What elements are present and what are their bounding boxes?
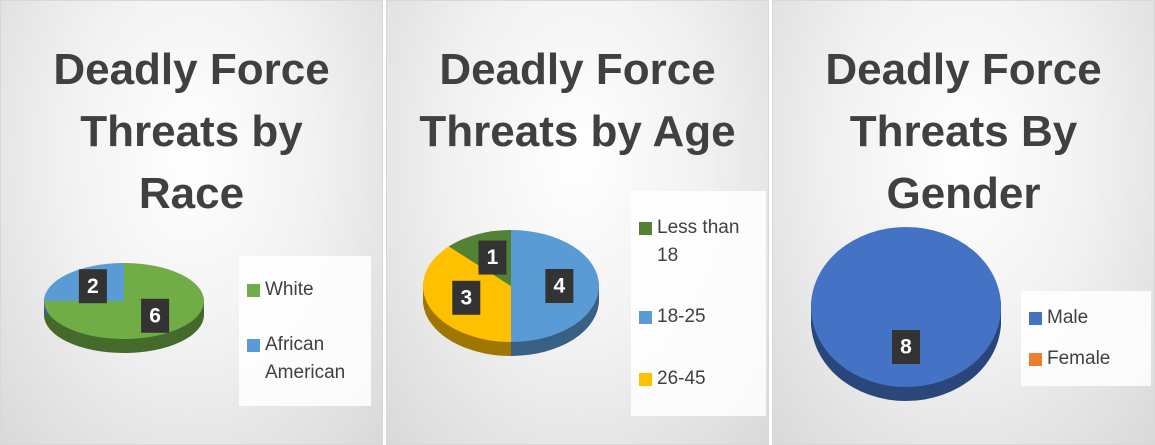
data-label-box (78, 269, 107, 304)
legend-label: Male (1047, 306, 1089, 328)
legend-label: Female (1047, 348, 1111, 370)
pie-chart: 62 (44, 263, 204, 353)
data-label: 4 (554, 275, 566, 298)
legend-label: 26-45 (657, 368, 706, 390)
legend-label: Less than 18 (657, 216, 740, 266)
chart-title: Deadly Force Threats by Race (53, 45, 330, 218)
legend-swatch (639, 221, 652, 235)
legend-entry: Less than 18 (639, 214, 758, 270)
legend-swatch (639, 311, 652, 325)
pie-chart: 8 (811, 227, 1001, 401)
data-label-box (545, 269, 574, 303)
chart-panel: Deadly Force Threats by Race 6 2 White Afric… (0, 0, 383, 445)
legend-swatch (247, 338, 260, 352)
legend-swatch (247, 283, 260, 297)
legend: Male Female (1021, 291, 1151, 386)
chart-panel: Deadly Force Threats By Gender 8 Male Femal… (772, 0, 1155, 445)
data-label: 6 (149, 304, 161, 327)
pie-chart: 1 4 3 (423, 230, 599, 356)
legend-swatch (639, 373, 652, 387)
legend-entry: Male (1029, 304, 1143, 332)
chart-title: Deadly Force Threats by Age (419, 45, 736, 156)
legend-entry: 18-25 (639, 303, 758, 331)
data-label-box (892, 330, 920, 364)
legend: Less than 18 18-25 26-45 (631, 191, 766, 416)
data-label-box (141, 298, 170, 333)
chart-panel: Deadly Force Threats by Age 1 4 3 Less than … (386, 0, 769, 445)
legend: White African American (239, 256, 371, 406)
data-label-box (478, 240, 507, 275)
legend-label: 18-25 (657, 306, 706, 328)
legend-swatch (1029, 353, 1042, 367)
chart-title: Deadly Force Threats By Gender (825, 45, 1102, 218)
slice (811, 227, 1001, 387)
legend-entry: Female (1029, 345, 1143, 373)
legend-swatch (1029, 311, 1042, 325)
legend-label: African American (265, 333, 346, 383)
legend-entry: 26-45 (639, 365, 758, 393)
legend-entry: White (247, 276, 363, 304)
data-label: 2 (87, 275, 99, 298)
data-label: 1 (487, 246, 499, 269)
data-label-box (452, 280, 481, 315)
legend-label: White (265, 278, 314, 300)
legend-entry: African American (247, 331, 363, 387)
data-label: 3 (460, 286, 472, 309)
data-label: 8 (900, 336, 912, 359)
